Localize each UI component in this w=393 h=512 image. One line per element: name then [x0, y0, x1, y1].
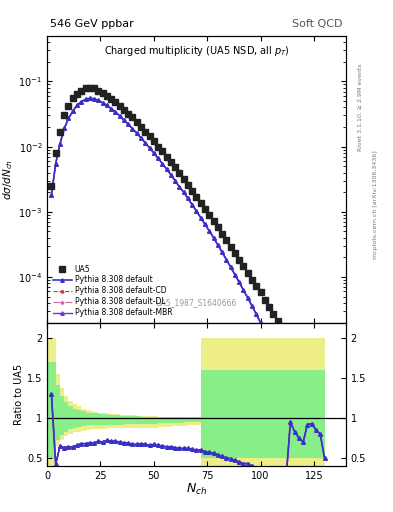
Text: 546 GeV ppbar: 546 GeV ppbar [50, 18, 134, 29]
Pythia 8.308 default-CD [49, 192, 54, 198]
Line: UA5: UA5 [49, 85, 327, 365]
Pythia 8.308 default-CD [118, 113, 122, 119]
UA5 [301, 359, 305, 365]
Pythia 8.308 default-MBR [288, 383, 293, 390]
Pythia 8.308 default [134, 130, 139, 136]
Pythia 8.308 default-DL [118, 113, 122, 119]
Pythia 8.308 default [118, 113, 122, 119]
Line: Pythia 8.308 default: Pythia 8.308 default [50, 97, 326, 474]
UA5 [322, 359, 327, 365]
Pythia 8.308 default [288, 383, 293, 390]
Pythia 8.308 default-DL [169, 172, 173, 178]
Pythia 8.308 default-DL [49, 192, 54, 198]
UA5 [233, 250, 237, 257]
Pythia 8.308 default-CD [322, 470, 327, 476]
Line: Pythia 8.308 default-CD: Pythia 8.308 default-CD [50, 97, 326, 474]
Pythia 8.308 default-MBR [88, 95, 92, 101]
Pythia 8.308 default-DL [194, 208, 199, 215]
Pythia 8.308 default-MBR [49, 192, 54, 198]
Pythia 8.308 default [314, 447, 318, 453]
Pythia 8.308 default-CD [288, 383, 293, 390]
Pythia 8.308 default [88, 95, 92, 101]
Pythia 8.308 default-MBR [169, 172, 173, 178]
Pythia 8.308 default-DL [88, 95, 92, 101]
Legend: UA5, Pythia 8.308 default, Pythia 8.308 default-CD, Pythia 8.308 default-DL, Pyt: UA5, Pythia 8.308 default, Pythia 8.308 … [51, 263, 174, 319]
UA5 [279, 326, 284, 332]
X-axis label: $N_{ch}$: $N_{ch}$ [186, 482, 207, 497]
UA5 [215, 224, 220, 230]
Pythia 8.308 default-CD [169, 172, 173, 178]
Text: mcplots.cern.ch [arXiv:1306.3436]: mcplots.cern.ch [arXiv:1306.3436] [373, 151, 378, 259]
Y-axis label: Ratio to UA5: Ratio to UA5 [14, 364, 24, 425]
Line: Pythia 8.308 default-MBR: Pythia 8.308 default-MBR [50, 97, 326, 474]
Pythia 8.308 default [194, 208, 199, 215]
Pythia 8.308 default-DL [322, 470, 327, 476]
Line: Pythia 8.308 default-DL: Pythia 8.308 default-DL [50, 97, 326, 474]
Pythia 8.308 default-DL [314, 447, 318, 453]
Pythia 8.308 default [49, 192, 54, 198]
Pythia 8.308 default-MBR [134, 130, 139, 136]
UA5 [49, 183, 54, 189]
Pythia 8.308 default-MBR [194, 208, 199, 215]
Y-axis label: $d\sigma/dN_{ch}$: $d\sigma/dN_{ch}$ [2, 159, 15, 200]
Pythia 8.308 default-CD [194, 208, 199, 215]
Text: Charged multiplicity (UA5 NSD, all $p_{T}$): Charged multiplicity (UA5 NSD, all $p_{T… [103, 45, 290, 58]
Text: UA5_1987_S1640666: UA5_1987_S1640666 [156, 298, 237, 307]
Pythia 8.308 default-MBR [322, 470, 327, 476]
UA5 [113, 99, 118, 105]
Pythia 8.308 default-DL [288, 383, 293, 390]
Pythia 8.308 default-CD [88, 95, 92, 101]
Pythia 8.308 default-MBR [118, 113, 122, 119]
Pythia 8.308 default-CD [134, 130, 139, 136]
UA5 [109, 96, 114, 102]
Pythia 8.308 default-CD [314, 447, 318, 453]
Text: Soft QCD: Soft QCD [292, 18, 343, 29]
Text: Rivet 3.1.10, ≥ 2.9M events: Rivet 3.1.10, ≥ 2.9M events [358, 63, 363, 152]
Pythia 8.308 default-DL [134, 130, 139, 136]
UA5 [258, 289, 263, 295]
Pythia 8.308 default-MBR [314, 447, 318, 453]
UA5 [88, 84, 92, 91]
Pythia 8.308 default [322, 470, 327, 476]
Pythia 8.308 default [169, 172, 173, 178]
